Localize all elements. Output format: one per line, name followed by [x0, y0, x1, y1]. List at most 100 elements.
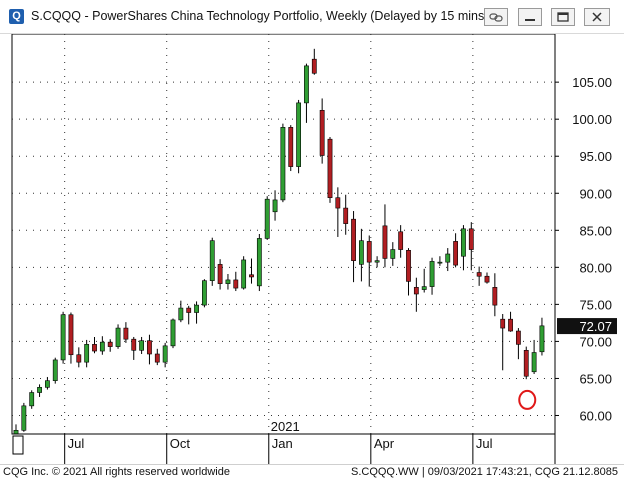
- candle-body-down: [382, 225, 388, 259]
- candles: [13, 48, 545, 435]
- candle: [296, 99, 301, 174]
- candle: [76, 347, 82, 368]
- time-tick-label: Oct: [170, 436, 191, 451]
- candle: [366, 235, 372, 287]
- candle: [539, 317, 545, 356]
- candle-body-down: [68, 314, 74, 356]
- candle-body-up: [241, 259, 247, 289]
- price-tick-label: 100.00: [572, 112, 612, 127]
- candle: [256, 234, 262, 292]
- candle: [202, 279, 207, 308]
- link-icon: [489, 13, 503, 22]
- candle-body-down: [406, 249, 411, 282]
- candle: [484, 272, 490, 284]
- candle: [358, 228, 364, 282]
- candle: [476, 266, 482, 286]
- candle: [508, 311, 513, 332]
- candle: [492, 273, 498, 317]
- candle: [170, 318, 176, 349]
- candle-body-up: [209, 240, 215, 281]
- candle: [139, 336, 144, 354]
- minimize-button[interactable]: [518, 8, 542, 26]
- candle-body-down: [508, 318, 513, 332]
- scroll-handle: [12, 435, 24, 455]
- candle: [29, 390, 35, 409]
- candle-body-up: [264, 198, 270, 239]
- candle: [304, 63, 309, 123]
- candle: [413, 277, 419, 312]
- candle: [217, 259, 223, 290]
- candle-body-up: [115, 327, 121, 347]
- candle: [44, 376, 50, 390]
- highlight-circle: [518, 389, 537, 410]
- time-tick-label: Jan: [272, 436, 293, 451]
- title-bar: Q S.CQQQ - PowerShares China Technology …: [0, 0, 624, 34]
- candle-body-down: [515, 330, 521, 345]
- window-title: S.CQQQ - PowerShares China Technology Po…: [31, 9, 489, 23]
- candle: [99, 336, 105, 355]
- candle-body-up: [162, 345, 168, 363]
- candle-body-down: [319, 109, 325, 156]
- candle-body-up: [445, 253, 451, 263]
- candle-body-down: [327, 138, 333, 199]
- candle: [209, 237, 215, 286]
- link-button[interactable]: [484, 8, 508, 26]
- candle-body-up: [272, 199, 278, 213]
- candle-body-up: [99, 341, 105, 352]
- candle: [60, 311, 66, 364]
- price-tick-label: 60.00: [579, 408, 612, 423]
- candle-body-down: [343, 207, 349, 224]
- close-button[interactable]: [584, 8, 610, 26]
- candle: [123, 322, 129, 343]
- candle-body-up: [13, 429, 19, 435]
- candle: [84, 339, 90, 368]
- candle-body-up: [225, 279, 231, 284]
- candle: [374, 256, 380, 268]
- candle: [225, 274, 231, 290]
- candle-body-down: [351, 218, 356, 261]
- candle: [335, 187, 341, 237]
- candle-body-up: [194, 304, 199, 313]
- price-tick-label: 85.00: [579, 223, 612, 238]
- candle-body-up: [37, 387, 42, 393]
- price-tick-label: 70.00: [579, 334, 612, 349]
- candle: [523, 346, 529, 380]
- time-tick-label: Jul: [68, 436, 85, 451]
- candle: [68, 312, 74, 364]
- candle: [343, 194, 349, 235]
- candle: [52, 357, 58, 384]
- candle: [178, 300, 184, 323]
- price-tick-label: 90.00: [579, 186, 612, 201]
- candle: [288, 125, 294, 172]
- candle-body-down: [398, 231, 404, 250]
- candle: [37, 384, 42, 397]
- close-icon: [592, 12, 602, 22]
- candle-body-down: [131, 338, 137, 351]
- candle-body-down: [76, 354, 82, 363]
- candle: [351, 211, 356, 283]
- time-axis: Jul Oct Jan Apr Jul 2021: [12, 419, 556, 464]
- candle-body-up: [296, 102, 301, 167]
- candle: [461, 225, 466, 271]
- price-chart[interactable]: 60.00 65.00 70.00 75.00 80.00 85.00 90.00 95.00…: [0, 33, 624, 464]
- candle: [154, 348, 160, 366]
- candle: [21, 402, 27, 432]
- maximize-button[interactable]: [551, 8, 575, 26]
- candle: [398, 225, 404, 258]
- candle: [162, 342, 168, 368]
- candle: [147, 334, 152, 365]
- candle-body-up: [358, 240, 364, 265]
- candle: [319, 98, 325, 164]
- candle-body-up: [139, 340, 144, 351]
- candle-body-down: [335, 197, 341, 209]
- price-tick-label: 105.00: [572, 75, 612, 90]
- chart-area[interactable]: 60.00 65.00 70.00 75.00 80.00 85.00 90.00 95.00…: [0, 33, 624, 464]
- candle-body-up: [84, 344, 90, 363]
- candle-body-down: [484, 275, 490, 283]
- candle: [264, 196, 270, 240]
- candle-body-down: [468, 228, 474, 250]
- candle: [327, 136, 333, 203]
- candle: [186, 305, 192, 325]
- candle: [311, 48, 317, 75]
- candle: [531, 339, 537, 374]
